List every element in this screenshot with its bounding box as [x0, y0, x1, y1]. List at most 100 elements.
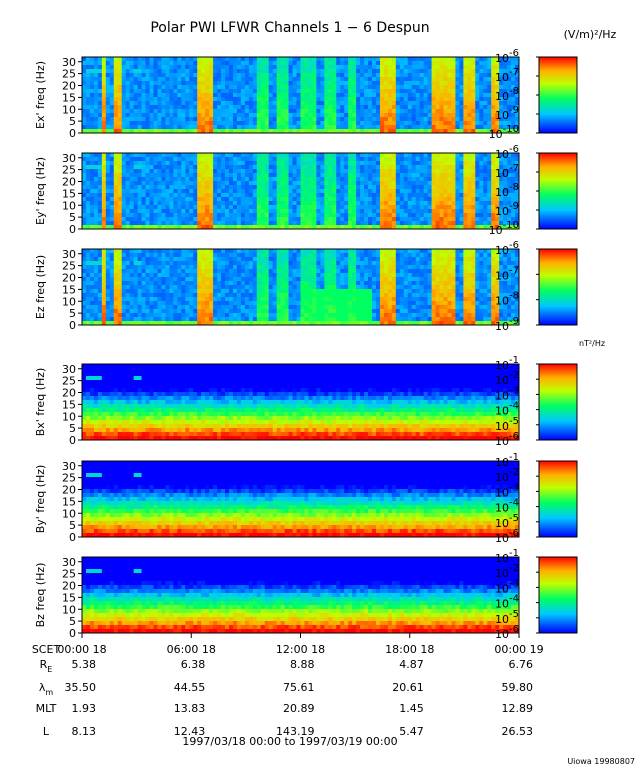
spectrogram-cell: [153, 61, 158, 66]
spectrogram-cell: [304, 121, 309, 126]
spectrogram-cell: [316, 209, 321, 214]
spectrogram-cell: [133, 101, 139, 106]
spectrogram-cell: [515, 105, 520, 110]
spectrogram-cell: [479, 217, 484, 222]
spectrogram-cell: [82, 285, 87, 290]
spectrogram-cell: [463, 225, 468, 230]
spectrogram-cell: [157, 213, 162, 218]
spectrogram-cell: [109, 281, 115, 286]
spectrogram-cell: [189, 289, 194, 294]
spectrogram-cell: [387, 93, 393, 98]
spectrogram-cell: [85, 225, 91, 230]
spectrogram-cell: [332, 217, 337, 222]
spectrogram-cell: [411, 89, 417, 94]
spectrogram-cell: [161, 153, 166, 158]
y-axis-label: Ex' freq (Hz): [34, 61, 47, 129]
spectrogram-cell: [407, 225, 413, 230]
spectrogram-cell: [391, 77, 397, 82]
spectrogram-cell: [221, 193, 226, 198]
spectrogram-cell: [117, 297, 123, 302]
spectrogram-cell: [117, 289, 123, 294]
spectrogram-cell: [221, 157, 226, 162]
spectrogram-cell: [511, 77, 516, 82]
spectrogram-cell: [173, 161, 178, 166]
spectrogram-cell: [316, 65, 321, 70]
spectrogram-cell: [467, 157, 472, 162]
spectrogram-cell: [340, 217, 345, 222]
spectrogram-cell: [149, 265, 154, 270]
spectrogram-cell: [244, 189, 250, 194]
spectrogram-cell: [495, 193, 500, 198]
spectrogram-cell: [125, 125, 131, 130]
spectrogram-cell: [137, 109, 142, 114]
spectrogram-cell: [97, 257, 103, 262]
spectrogram-cell: [427, 225, 432, 230]
spectrogram-cell: [356, 221, 361, 226]
spectrogram-cell: [85, 257, 91, 262]
spectrogram-cell: [336, 161, 341, 166]
spectrogram-cell: [471, 69, 476, 74]
spectrogram-cell: [209, 209, 214, 214]
spectrogram-cell: [491, 157, 496, 162]
spectrogram-cell: [97, 93, 103, 98]
spectrogram-cell: [260, 105, 266, 110]
spectrogram-cell: [181, 153, 186, 158]
spectrogram-cell: [133, 273, 139, 278]
spectrogram-cell: [193, 173, 198, 178]
spectrogram-cell: [344, 221, 349, 226]
spectrogram-cell: [383, 157, 389, 162]
spectrogram-cell: [467, 217, 472, 222]
spectrogram-cell: [225, 249, 230, 254]
spectrogram-cell: [387, 169, 393, 174]
spectrogram-cell: [515, 97, 520, 102]
spectrogram-cell: [240, 101, 246, 106]
spectrogram-cell: [391, 73, 397, 78]
spectrogram-cell: [312, 57, 317, 62]
spectrogram-cell: [308, 173, 313, 178]
spectrogram-cell: [133, 209, 139, 214]
spectrogram-cell: [375, 177, 381, 182]
spectrogram-cell: [288, 129, 293, 134]
spectrogram-cell: [97, 297, 103, 302]
spectrogram-cell: [101, 313, 107, 318]
spectrogram-cell: [352, 165, 357, 170]
spectrogram-cell: [141, 273, 146, 278]
spectrogram-cell: [125, 81, 131, 86]
spectrogram-cell: [197, 317, 202, 322]
spectrogram-cell: [141, 257, 146, 262]
spectrogram-cell: [336, 65, 341, 70]
spectrogram-cell: [360, 117, 365, 122]
spectrogram-cell: [109, 113, 115, 118]
spectrogram-cell: [391, 209, 397, 214]
spectrogram-cell: [228, 121, 234, 126]
spectrogram-cell: [320, 81, 325, 86]
spectrogram-cell: [435, 101, 440, 106]
spectrogram-cell: [511, 113, 516, 118]
spectrogram-cell: [336, 73, 341, 78]
spectrogram-cell: [348, 89, 353, 94]
spectrogram-cell: [89, 169, 95, 174]
spectrogram-cell: [431, 161, 436, 166]
spectrogram-cell: [387, 73, 393, 78]
spectrogram-cell: [177, 225, 182, 230]
spectrogram-cell: [403, 85, 409, 90]
spectrogram-cell: [221, 161, 226, 166]
spectrogram-cell: [193, 261, 198, 266]
spectrogram-cell: [439, 101, 444, 106]
spectrogram-cell: [89, 221, 95, 226]
spectrogram-cell: [209, 161, 214, 166]
spectrogram-cell: [252, 197, 258, 202]
spectrogram-cell: [447, 197, 452, 202]
spectrogram-cell: [411, 177, 417, 182]
spectrogram-cell: [459, 221, 464, 226]
spectrogram-cell: [320, 217, 325, 222]
spectrogram-cell: [173, 209, 178, 214]
spectrogram-cell: [228, 169, 234, 174]
spectrogram-cell: [105, 321, 111, 326]
spectrogram-cell: [157, 177, 162, 182]
spectrogram-cell: [340, 221, 345, 226]
spectrogram-cell: [129, 117, 135, 122]
spectrogram-cell: [205, 57, 210, 62]
spectrogram-cell: [121, 281, 127, 286]
spectrogram-cell: [471, 101, 476, 106]
